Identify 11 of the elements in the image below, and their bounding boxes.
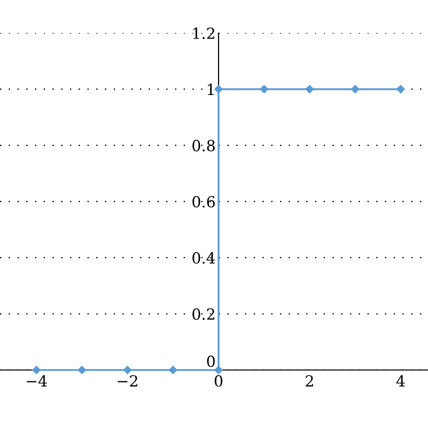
x-tick-label: −4 [26,375,47,386]
y-tick-label: 0 [207,355,215,368]
x-tick-label: 4 [396,375,405,386]
y-tick-label: 0.4 [192,252,216,264]
y-tick-label: 0.8 [192,140,215,152]
x-tick-label: −2 [118,375,138,386]
y-tick-label: 1 [208,84,214,95]
y-tick-label: 1.2 [193,27,214,40]
y-tick-label: 0.2 [192,308,214,320]
x-tick-label: 2 [306,375,313,386]
y-tick-label: 0.6 [192,196,215,208]
